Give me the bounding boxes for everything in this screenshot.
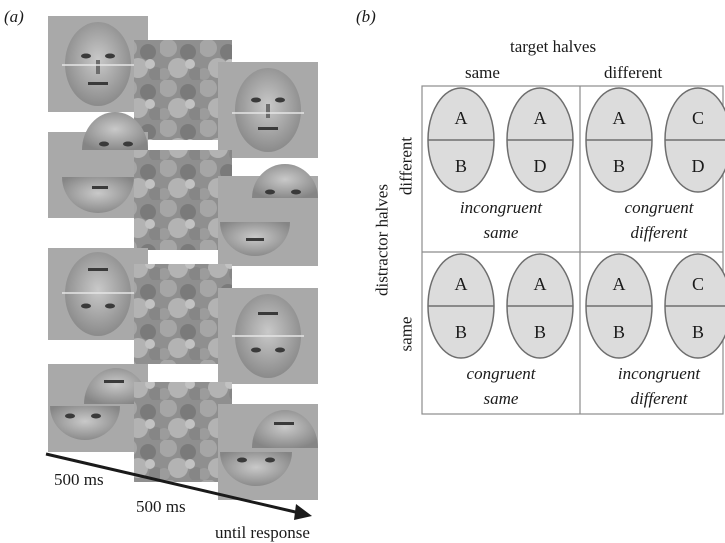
mask [134,264,232,364]
mask [134,382,232,482]
oval-bottom-letter: B [534,322,546,342]
oval-bottom-letter: B [692,322,704,342]
panel-b-label: (b) [356,7,376,26]
stimulus-oval-right: AB [506,253,574,359]
oval-bottom-letter: B [613,156,625,176]
cell-caption-line-1: incongruent [618,364,701,383]
stimulus-oval-left: AB [585,87,653,193]
stimulus-oval-right: CD [664,87,725,193]
cell-caption-line-2: same [484,223,519,242]
cell-caption-line-1: incongruent [460,198,543,217]
oval-top-letter: A [613,108,626,128]
trial-row-3 [48,248,318,384]
oval-top-letter: A [455,108,468,128]
oval-bottom-letter: D [692,156,705,176]
target-halves-header: target halves [510,37,597,56]
mask [134,40,232,140]
oval-bottom-letter: B [613,322,625,342]
oval-bottom-letter: B [455,156,467,176]
oval-top-letter: A [455,274,468,294]
col-header-different: different [604,63,663,82]
timing-label-2: 500 ms [136,497,186,516]
cell-caption-line-2: different [631,223,689,242]
trial-row-1 [48,16,318,158]
stimulus-oval-left: AB [427,87,495,193]
stimulus-oval-right: CB [664,253,725,359]
grid-frame [421,85,724,415]
oval-top-letter: A [534,274,547,294]
oval-top-letter: C [692,108,704,128]
oval-bottom-letter: D [534,156,547,176]
trial-row-4 [48,364,318,500]
cell-caption-line-2: same [484,389,519,408]
oval-top-letter: A [613,274,626,294]
stimulus-oval-left: AB [585,253,653,359]
time-arrow [45,452,312,520]
col-header-same: same [465,63,500,82]
cell-caption-line-1: congruent [625,198,695,217]
stimulus-oval-right: AD [506,87,574,193]
oval-top-letter: C [692,274,704,294]
panel-a-label: (a) [4,7,24,26]
timing-label-1: 500 ms [54,470,104,489]
cell-caption-line-1: congruent [467,364,537,383]
mask [134,150,232,250]
cell-caption-line-2: different [631,389,689,408]
stimulus-oval-left: AB [427,253,495,359]
oval-top-letter: A [534,108,547,128]
trial-row-2 [48,112,318,266]
timing-label-3: until response [215,523,310,542]
oval-bottom-letter: B [455,322,467,342]
